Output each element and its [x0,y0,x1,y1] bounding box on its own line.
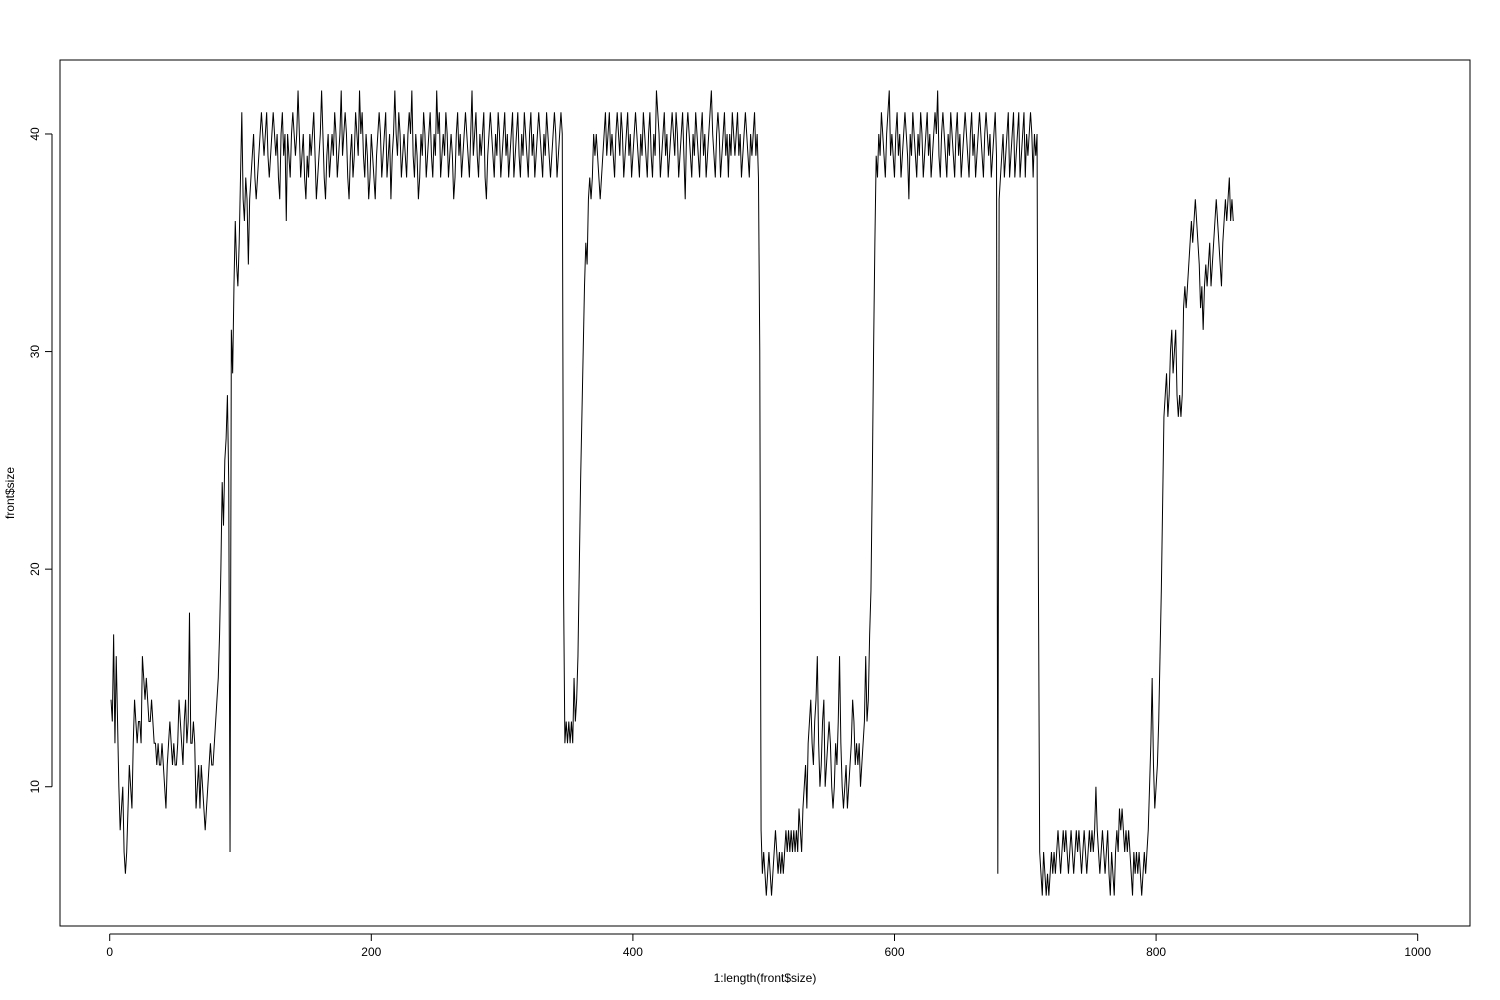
y-tick-label-1: 20 [28,562,42,576]
plot-frame [59,59,1471,927]
x-tick-label-2: 400 [623,945,643,959]
x-tick-label-0: 0 [106,945,113,959]
series-line [110,90,1234,896]
y-tick-label-0: 10 [28,780,42,794]
y-axis-label: front$size [3,467,17,519]
x-axis: 0 200 400 600 800 1000 [106,933,1431,959]
x-tick-label-5: 1000 [1404,945,1431,959]
y-axis: 10 20 30 40 [28,127,53,794]
x-tick-label-3: 600 [884,945,904,959]
y-tick-label-2: 30 [28,345,42,359]
x-tick-label-4: 800 [1146,945,1166,959]
x-tick-label-1: 200 [361,945,381,959]
y-tick-label-3: 40 [28,127,42,141]
x-axis-label: 1:length(front$size) [714,971,817,985]
